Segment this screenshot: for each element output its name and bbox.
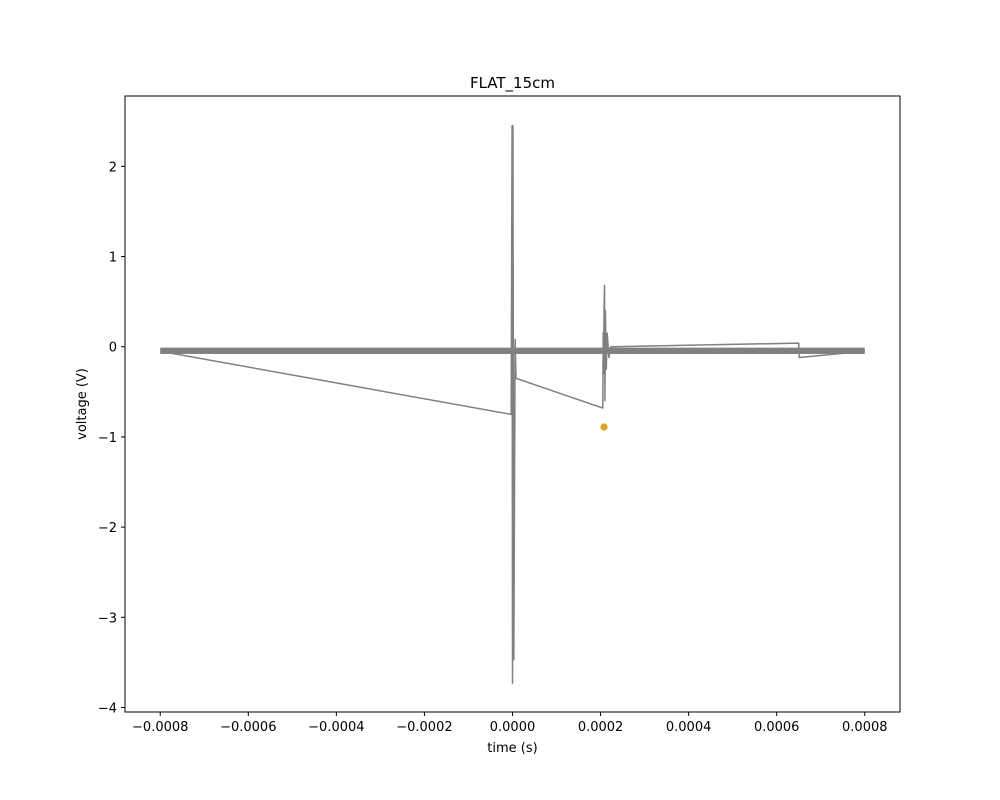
y-tick-label: 1: [109, 251, 117, 266]
x-tick-label: −0.0004: [308, 720, 364, 735]
x-tick-label: 0.0002: [578, 720, 624, 735]
x-tick-label: 0.0008: [842, 720, 888, 735]
plot-frame: [124, 95, 901, 713]
y-axis-label: voltage (V): [75, 368, 90, 440]
x-tick-label: −0.0006: [220, 720, 276, 735]
ticks-layer: −0.0008 −0.0006 −0.0004 −0.0002 0.0000 0.0002…: [98, 160, 888, 735]
y-tick-label: −1: [98, 431, 117, 446]
y-tick-label: −4: [98, 701, 117, 716]
chart-title: FLAT_15cm: [470, 74, 555, 93]
signal-line: [160, 125, 865, 684]
x-axis-label: time (s): [487, 741, 537, 756]
x-tick-label: −0.0002: [396, 720, 452, 735]
y-tick-label: 0: [109, 341, 117, 356]
peak-marker: [600, 423, 608, 431]
series-layer: [160, 125, 865, 684]
x-tick-label: 0.0006: [754, 720, 800, 735]
y-tick-label: 2: [109, 160, 117, 175]
x-tick-label: 0.0004: [666, 720, 712, 735]
x-tick-label: 0.0000: [490, 720, 536, 735]
x-tick-label: −0.0008: [132, 720, 188, 735]
y-tick-label: −2: [98, 521, 117, 536]
y-tick-label: −3: [98, 611, 117, 626]
